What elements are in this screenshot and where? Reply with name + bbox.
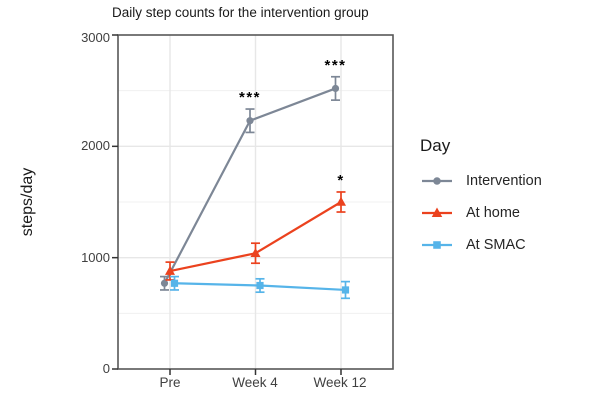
legend-title: Day bbox=[420, 136, 451, 155]
y-tick-label-1000: 1000 bbox=[81, 250, 110, 265]
x-tick-label-week4: Week 4 bbox=[232, 375, 278, 390]
legend: Day Intervention At home At SMAC bbox=[420, 136, 542, 266]
y-tick-label-2000: 2000 bbox=[81, 138, 110, 153]
legend-item-intervention: Intervention bbox=[420, 170, 542, 192]
legend-item-at-smac: At SMAC bbox=[420, 234, 542, 256]
at-home-line-marker-icon bbox=[422, 207, 452, 217]
y-tick-label-3000: 3000 bbox=[81, 30, 110, 45]
x-tick-label-week12: Week 12 bbox=[313, 375, 367, 390]
legend-item-at-home: At home bbox=[420, 202, 542, 224]
y-tick-label-0: 0 bbox=[102, 361, 110, 376]
y-axis-title: steps/day bbox=[19, 167, 36, 237]
legend-label: At home bbox=[466, 205, 520, 221]
legend-label: Intervention bbox=[466, 173, 542, 189]
svg-text:***: *** bbox=[324, 57, 346, 74]
at-smac-line-marker-icon bbox=[422, 241, 452, 249]
legend-label: At SMAC bbox=[466, 237, 526, 253]
chart-title: Daily step counts for the intervention g… bbox=[112, 5, 369, 20]
svg-text:***: *** bbox=[239, 89, 261, 106]
svg-text:*: * bbox=[337, 172, 344, 189]
intervention-line-marker-icon bbox=[422, 177, 452, 185]
x-tick-label-pre: Pre bbox=[159, 375, 181, 390]
